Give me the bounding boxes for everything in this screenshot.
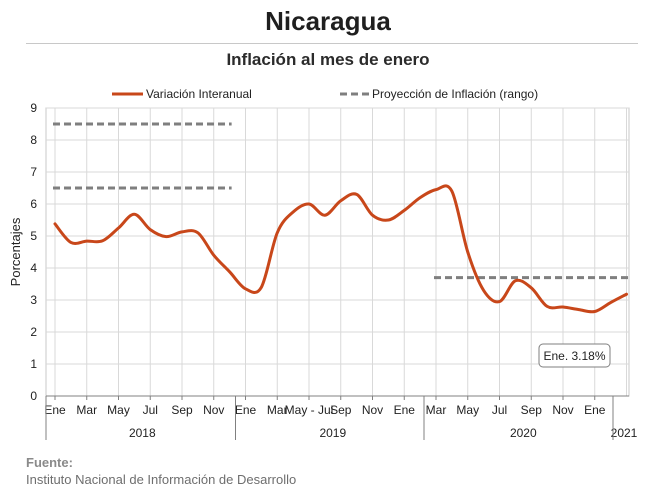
- x-tick-label: Mar: [426, 403, 447, 417]
- annotation-label: Ene. 3.18%: [543, 349, 605, 363]
- x-tick-label: Ene: [44, 403, 66, 417]
- source-text: Instituto Nacional de Información de Des…: [26, 472, 297, 487]
- year-label-2021: 2021: [611, 426, 638, 440]
- x-tick-label: Mar: [267, 403, 288, 417]
- y-axis-tick-labels: 0 1 2 3 4 5 6 7 8 9: [30, 101, 37, 403]
- legend-projection-label: Proyección de Inflación (rango): [372, 87, 538, 101]
- legend: Variación Interanual Proyección de Infla…: [112, 87, 538, 101]
- page-title: Nicaragua: [265, 6, 391, 36]
- source-label: Fuente:: [26, 455, 73, 470]
- y-tick-label: 4: [30, 261, 37, 275]
- x-tick-label: Jul: [492, 403, 507, 417]
- y-tick-label: 8: [30, 133, 37, 147]
- annotation-box: [538, 343, 611, 368]
- year-label-2020: 2020: [510, 426, 537, 440]
- year-label-2018: 2018: [129, 426, 156, 440]
- y-tick-label: 9: [30, 101, 37, 115]
- x-tick-label: Nov: [552, 403, 573, 417]
- annotation-callout: Ene. 3.18%: [538, 343, 611, 368]
- projection-range-lines: [53, 122, 629, 280]
- x-tick-label: May: [107, 403, 130, 417]
- x-axis-year-labels: 2018 2019 2020 2021: [45, 396, 638, 440]
- x-tick-label: Sep: [521, 403, 543, 417]
- x-tick-label: Mar: [76, 403, 97, 417]
- chart-subtitle: Inflación al mes de enero: [226, 50, 430, 69]
- legend-series-label: Variación Interanual: [146, 87, 252, 101]
- x-tick-label: Nov: [362, 403, 383, 417]
- x-tick-label: Nov: [203, 403, 224, 417]
- x-tick-label: May - Jul: [285, 403, 334, 417]
- y-tick-label: 1: [30, 357, 37, 371]
- x-tick-label: Ene: [235, 403, 257, 417]
- series-line-variacion-interanual: [53, 184, 628, 314]
- x-tick-label: Sep: [171, 403, 193, 417]
- x-tick-label: Jul: [143, 403, 158, 417]
- y-tick-label: 7: [30, 165, 37, 179]
- y-tick-label: 3: [30, 293, 37, 307]
- y-axis-label: Porcentajes: [8, 217, 23, 286]
- y-tick-label: 5: [30, 229, 37, 243]
- y-tick-label: 2: [30, 325, 37, 339]
- title-divider: [26, 43, 638, 44]
- x-tick-label: May: [456, 403, 479, 417]
- year-label-2019: 2019: [319, 426, 346, 440]
- y-tick-label: 6: [30, 197, 37, 211]
- x-tick-label: Ene: [584, 403, 606, 417]
- x-tick-label: Sep: [330, 403, 352, 417]
- x-tick-label: Ene: [394, 403, 416, 417]
- y-tick-label: 0: [30, 389, 37, 403]
- horizontal-gridlines: [46, 107, 629, 365]
